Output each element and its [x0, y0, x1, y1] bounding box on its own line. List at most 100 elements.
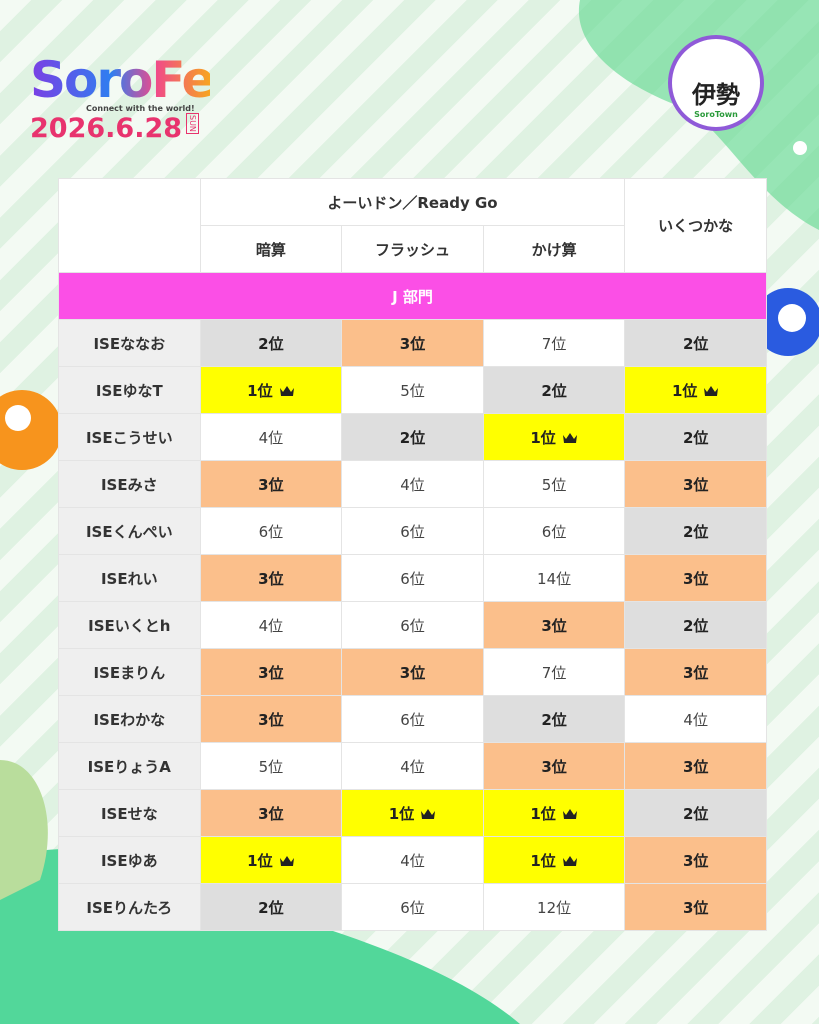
rank-text: 2位: [541, 381, 567, 400]
rank-text: 2位: [541, 710, 567, 729]
logo-title: SoroFes: [30, 51, 243, 109]
rank-text: 3位: [399, 334, 426, 353]
rank-cell: 3位: [199, 460, 343, 508]
participant-name: ISEまりん: [58, 648, 201, 696]
participant-name: ISEりょうA: [58, 742, 201, 790]
participant-name: ISEみさ: [58, 460, 201, 508]
rank-text: 1位: [247, 851, 273, 870]
rank-cell: 3位: [624, 554, 767, 602]
rank-cell: 4位: [199, 601, 343, 649]
rank-cell: 3位: [624, 742, 767, 790]
logo: SoroFes Connect with the world! 2026.6.2…: [30, 30, 243, 144]
corner-cell: [58, 178, 201, 273]
rank-cell: 5位: [199, 742, 343, 790]
participant-name: ISEななお: [58, 319, 201, 367]
rank-text: 3位: [258, 804, 284, 823]
rank-text: 3位: [682, 757, 709, 776]
rank-text: 4位: [258, 616, 284, 635]
rank-cell: 1位: [482, 413, 626, 461]
data-row: ISEわかな 3位 6位 2位 4位: [58, 695, 767, 743]
rank-cell: 2位: [199, 883, 343, 931]
rank-text: 6位: [400, 616, 425, 635]
rank-text: 3位: [399, 663, 426, 682]
data-row: ISEゆあ 1位 4位 1位 3位: [58, 836, 767, 884]
rank-cell: 2位: [624, 789, 767, 837]
rank-cell: 6位: [341, 695, 484, 743]
rank-text: 6位: [400, 710, 425, 729]
group-header: よーいドン／Ready Go: [199, 178, 626, 226]
rank-text: 3位: [258, 569, 284, 588]
participant-name: ISEせな: [58, 789, 201, 837]
rank-text: 6位: [400, 522, 425, 541]
rank-cell: 3位: [624, 460, 767, 508]
rank-cell: 4位: [341, 460, 484, 508]
data-row: ISEゆなT 1位 5位 2位 1位: [58, 366, 767, 414]
sub-header: かけ算: [482, 225, 626, 273]
rank-text: 7位: [541, 663, 567, 682]
rank-cell: 2位: [341, 413, 484, 461]
crown-icon: [279, 385, 294, 396]
results-table: よーいドン／Ready Go いくつかな 暗算 フラッシュ かけ算 J 部門 ISEななお 2…: [58, 178, 767, 931]
rank-cell: 4位: [341, 742, 484, 790]
rank-cell: 2位: [482, 366, 626, 414]
rank-text: 6位: [541, 522, 567, 541]
participant-name: ISEこうせい: [58, 413, 201, 461]
rank-text: 4位: [400, 757, 425, 776]
rank-text: 3位: [682, 475, 709, 494]
rank-text: 2位: [682, 804, 709, 823]
rank-cell: 14位: [482, 554, 626, 602]
logo-tagline: Connect with the world!: [86, 104, 195, 113]
data-row: ISEまりん 3位 3位 7位 3位: [58, 648, 767, 696]
rank-text: 5位: [400, 381, 425, 400]
rank-cell: 7位: [482, 648, 626, 696]
rank-cell: 1位: [624, 366, 767, 414]
rank-cell: 3位: [482, 742, 626, 790]
rank-cell: 5位: [482, 460, 626, 508]
rank-cell: 3位: [624, 836, 767, 884]
rank-text: 1位: [247, 381, 273, 400]
rank-text: 14位: [537, 569, 572, 588]
rank-cell: 3位: [482, 601, 626, 649]
section-header: J 部門: [58, 272, 767, 320]
section-row: J 部門: [58, 272, 767, 320]
rank-text: 1位: [530, 428, 556, 447]
rank-text: 1位: [530, 804, 556, 823]
rank-text: 1位: [671, 381, 698, 400]
data-row: ISEりょうA 5位 4位 3位 3位: [58, 742, 767, 790]
rank-text: 2位: [682, 334, 709, 353]
data-row: ISEりんたろ 2位 6位 12位 3位: [58, 883, 767, 931]
rank-text: 2位: [682, 428, 709, 447]
rank-text: 4位: [400, 851, 425, 870]
rank-text: 1位: [388, 804, 415, 823]
data-row: ISEくんぺい 6位 6位 6位 2位: [58, 507, 767, 555]
badge-sub: SoroTown: [694, 110, 738, 119]
rank-cell: 3位: [341, 319, 484, 367]
rank-cell: 3位: [199, 695, 343, 743]
rank-text: 3位: [258, 663, 284, 682]
event-weekday: SUN: [186, 113, 200, 134]
rank-text: 2位: [258, 334, 284, 353]
rank-text: 6位: [258, 522, 284, 541]
rank-cell: 3位: [199, 789, 343, 837]
header-row: よーいドン／Ready Go いくつかな: [58, 178, 767, 273]
rank-text: 7位: [541, 334, 567, 353]
data-row: ISEれい 3位 6位 14位 3位: [58, 554, 767, 602]
crown-icon: [279, 855, 294, 866]
rank-cell: 1位: [199, 836, 343, 884]
rank-cell: 3位: [199, 554, 343, 602]
rank-text: 12位: [537, 898, 572, 917]
rank-cell: 2位: [624, 601, 767, 649]
crown-icon: [704, 385, 719, 396]
rank-text: 2位: [258, 898, 284, 917]
rank-cell: 4位: [341, 836, 484, 884]
crown-icon: [421, 808, 436, 819]
rank-cell: 3位: [341, 648, 484, 696]
rank-cell: 6位: [341, 554, 484, 602]
rank-text: 3位: [541, 757, 567, 776]
rank-text: 5位: [541, 475, 567, 494]
rank-text: 3位: [258, 710, 284, 729]
participant-name: ISEりんたろ: [58, 883, 201, 931]
rank-text: 3位: [682, 851, 709, 870]
rank-cell: 6位: [199, 507, 343, 555]
